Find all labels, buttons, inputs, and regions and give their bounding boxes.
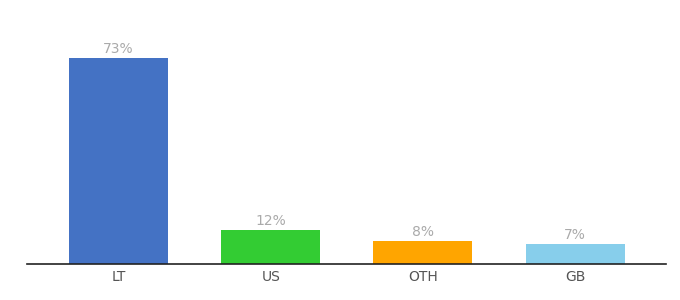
Bar: [221, 230, 320, 264]
Bar: [373, 242, 473, 264]
Text: 73%: 73%: [103, 42, 134, 56]
Text: 8%: 8%: [412, 225, 434, 239]
Text: 7%: 7%: [564, 228, 586, 242]
Bar: [69, 58, 168, 264]
Bar: [526, 244, 624, 264]
Text: 12%: 12%: [255, 214, 286, 228]
